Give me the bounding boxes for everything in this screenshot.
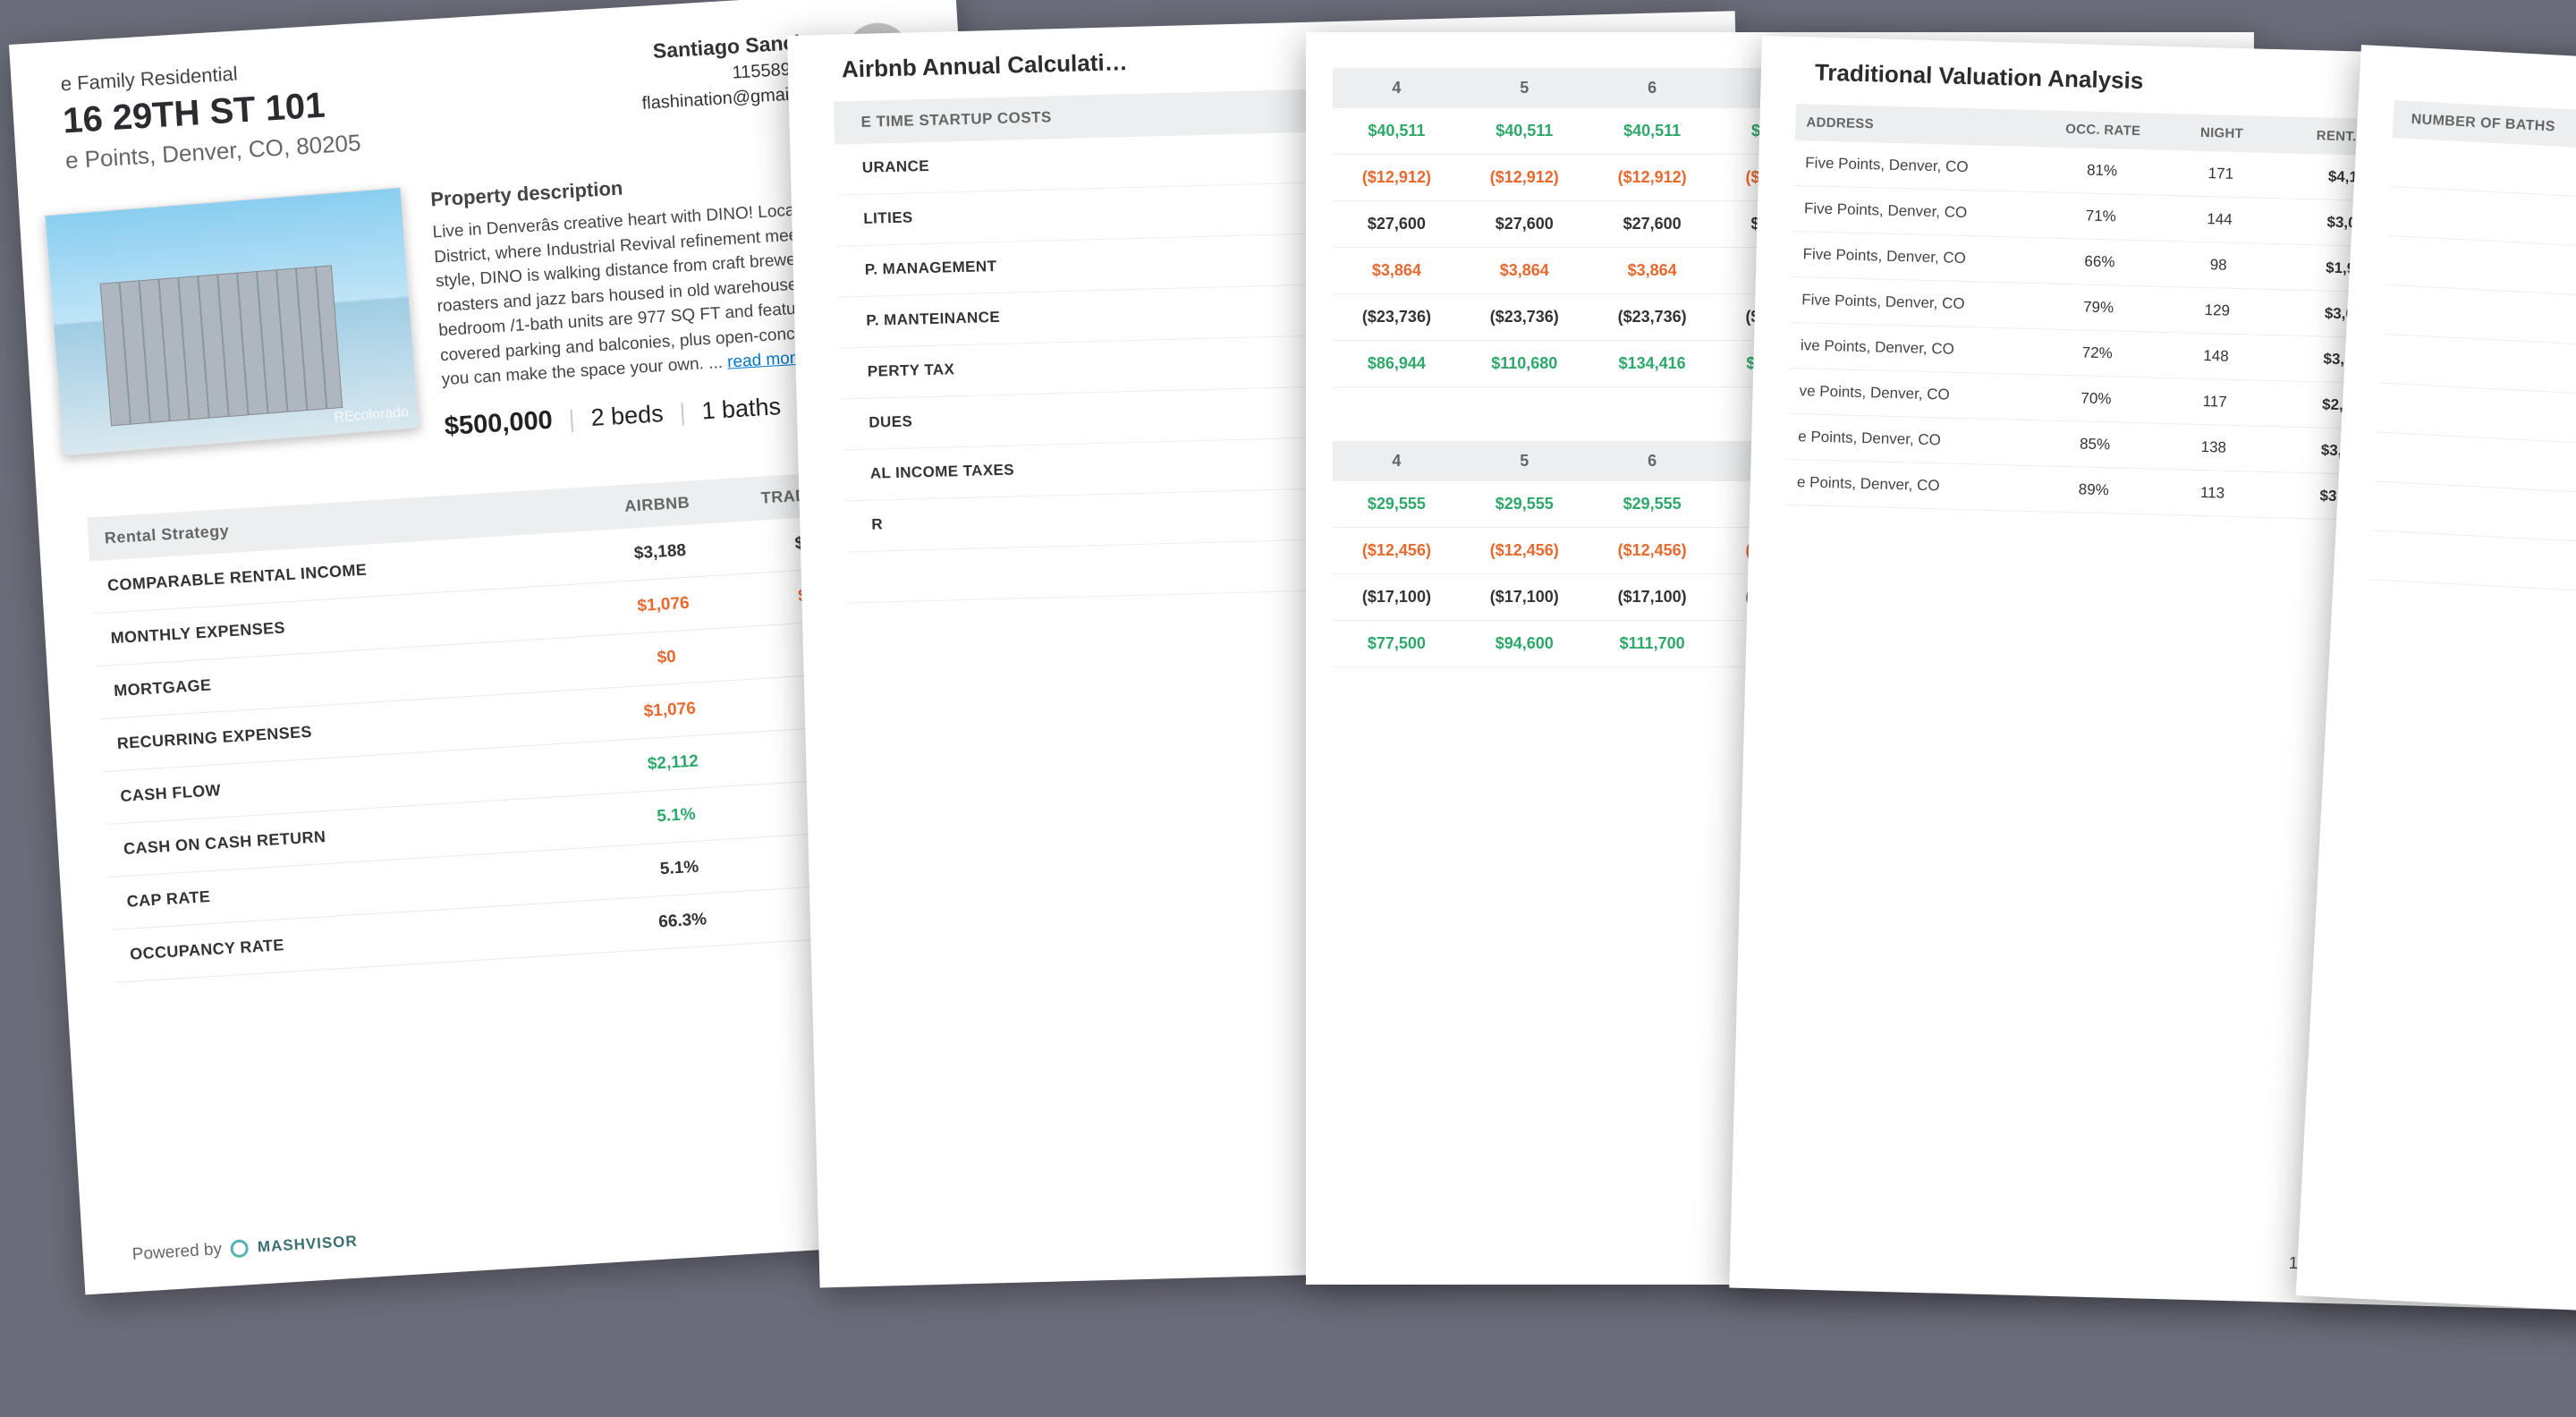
brand-name: MASHVISOR [257,1233,358,1257]
photo-watermark: REcolorado [334,404,410,427]
property-photo: REcolorado [44,187,419,456]
page1-footer: Powered by MASHVISOR [131,1232,358,1265]
price: $500,000 [444,406,554,442]
col-airbnb: AIRBNB [576,490,738,519]
table-row: 2$2,500 [2369,530,2576,625]
address-block: e Family Residential 16 29TH ST 101 e Po… [60,55,361,174]
baths: 1 baths [701,393,782,425]
powered-by-label: Powered by [131,1240,222,1265]
p2-col0: E TIME STARTUP COSTS [860,100,1361,132]
mashvisor-logo-icon [230,1239,249,1258]
beds: 2 beds [590,400,665,432]
